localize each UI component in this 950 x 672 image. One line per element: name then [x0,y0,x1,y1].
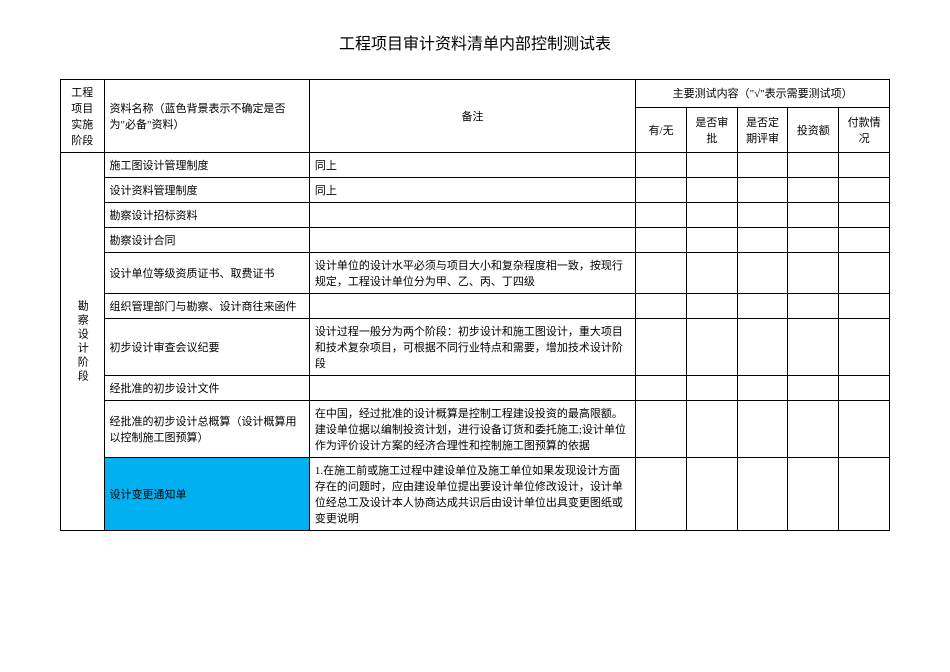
test-cell [788,319,839,376]
header-test-main: 主要测试内容（"√"表示需要测试项） [636,80,890,108]
header-remark: 备注 [309,80,635,153]
test-cell [686,401,737,458]
header-test-4: 付款情况 [839,107,890,152]
test-cell [686,376,737,401]
test-cell [737,228,788,253]
test-cell [839,253,890,294]
header-test-0: 有/无 [636,107,687,152]
material-cell: 勘察设计合同 [104,228,309,253]
table-row: 经批准的初步设计文件 [61,376,890,401]
remark-cell: 1.在施工前或施工过程中建设单位及施工单位如果发现设计方面存在的问题时，应由建设… [309,458,635,531]
table-row: 设计资料管理制度同上 [61,178,890,203]
remark-cell: 同上 [309,153,635,178]
test-cell [636,228,687,253]
test-cell [737,458,788,531]
table-row: 设计单位等级资质证书、取费证书设计单位的设计水平必须与项目大小和复杂程度相一致，… [61,253,890,294]
test-cell [686,294,737,319]
test-cell [636,203,687,228]
test-cell [737,319,788,376]
test-cell [686,228,737,253]
test-cell [686,153,737,178]
remark-cell [309,228,635,253]
test-cell [636,458,687,531]
material-cell: 施工图设计管理制度 [104,153,309,178]
test-cell [636,401,687,458]
remark-cell: 设计单位的设计水平必须与项目大小和复杂程度相一致，按现行规定，工程设计单位分为甲… [309,253,635,294]
test-cell [788,228,839,253]
test-cell [686,458,737,531]
material-cell: 组织管理部门与勘察、设计商往来函件 [104,294,309,319]
test-cell [839,294,890,319]
table-row: 初步设计审查会议纪要设计过程一般分为两个阶段：初步设计和施工图设计，重大项目和技… [61,319,890,376]
test-cell [636,153,687,178]
material-cell: 初步设计审查会议纪要 [104,319,309,376]
test-cell [686,203,737,228]
test-cell [737,294,788,319]
test-cell [737,376,788,401]
test-cell [636,178,687,203]
table-row: 设计变更通知单1.在施工前或施工过程中建设单位及施工单位如果发现设计方面存在的问… [61,458,890,531]
test-cell [788,203,839,228]
test-cell [788,458,839,531]
remark-cell: 同上 [309,178,635,203]
test-cell [686,319,737,376]
test-cell [636,376,687,401]
material-cell: 经批准的初步设计总概算（设计概算用以控制施工图预算） [104,401,309,458]
test-cell [839,228,890,253]
test-cell [788,294,839,319]
remark-cell: 设计过程一般分为两个阶段：初步设计和施工图设计，重大项目和技术复杂项目，可根据不… [309,319,635,376]
material-cell: 设计单位等级资质证书、取费证书 [104,253,309,294]
test-cell [839,376,890,401]
test-cell [737,203,788,228]
test-cell [788,153,839,178]
table-row: 勘察设计阶段施工图设计管理制度同上 [61,153,890,178]
material-cell: 设计资料管理制度 [104,178,309,203]
test-cell [788,178,839,203]
material-cell: 设计变更通知单 [104,458,309,531]
header-test-3: 投资额 [788,107,839,152]
test-cell [839,458,890,531]
header-material: 资料名称（蓝色背景表示不确定是否为"必备"资料） [104,80,309,153]
table-row: 经批准的初步设计总概算（设计概算用以控制施工图预算）在中国，经过批准的设计概算是… [61,401,890,458]
test-cell [737,178,788,203]
test-cell [839,203,890,228]
test-cell [839,401,890,458]
test-cell [737,153,788,178]
stage-cell: 勘察设计阶段 [61,153,105,531]
test-cell [839,178,890,203]
test-cell [788,253,839,294]
remark-cell [309,376,635,401]
test-cell [686,178,737,203]
remark-cell: 在中国，经过批准的设计概算是控制工程建设投资的最高限额。建设单位据以编制投资计划… [309,401,635,458]
header-stage: 工程项目实施阶段 [61,80,105,153]
header-test-1: 是否审批 [686,107,737,152]
test-cell [788,376,839,401]
material-cell: 勘察设计招标资料 [104,203,309,228]
remark-cell [309,203,635,228]
material-cell: 经批准的初步设计文件 [104,376,309,401]
test-cell [636,319,687,376]
test-cell [788,401,839,458]
test-cell [839,153,890,178]
header-test-2: 是否定期评审 [737,107,788,152]
main-table: 工程项目实施阶段 资料名称（蓝色背景表示不确定是否为"必备"资料） 备注 主要测… [60,79,890,531]
test-cell [737,401,788,458]
table-row: 组织管理部门与勘察、设计商往来函件 [61,294,890,319]
table-row: 勘察设计合同 [61,228,890,253]
test-cell [636,294,687,319]
page-title: 工程项目审计资料清单内部控制测试表 [60,30,890,54]
table-row: 勘察设计招标资料 [61,203,890,228]
test-cell [636,253,687,294]
test-cell [686,253,737,294]
test-cell [839,319,890,376]
test-cell [737,253,788,294]
remark-cell [309,294,635,319]
